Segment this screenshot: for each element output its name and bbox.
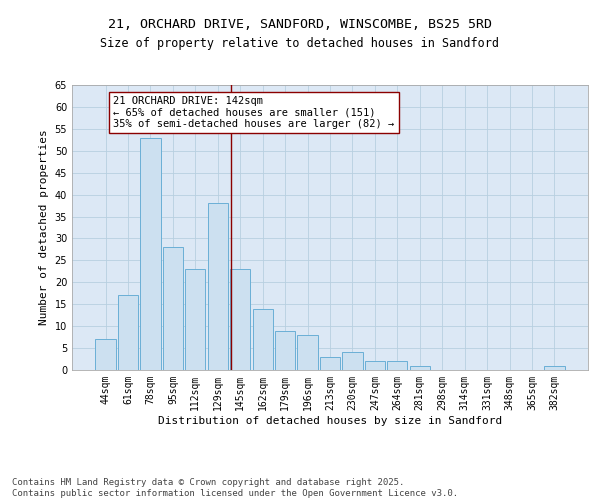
Text: 21, ORCHARD DRIVE, SANDFORD, WINSCOMBE, BS25 5RD: 21, ORCHARD DRIVE, SANDFORD, WINSCOMBE, … [108,18,492,30]
Bar [140,138,161,370]
Bar [230,269,250,370]
Bar [95,340,116,370]
Bar [544,366,565,370]
Bar [185,269,205,370]
Bar [320,357,340,370]
Bar [410,366,430,370]
X-axis label: Distribution of detached houses by size in Sandford: Distribution of detached houses by size … [158,416,502,426]
Bar [298,335,317,370]
Bar [275,330,295,370]
Bar [365,361,385,370]
Text: Size of property relative to detached houses in Sandford: Size of property relative to detached ho… [101,38,499,51]
Bar [343,352,362,370]
Bar [387,361,407,370]
Text: Contains HM Land Registry data © Crown copyright and database right 2025.
Contai: Contains HM Land Registry data © Crown c… [12,478,458,498]
Bar [118,296,138,370]
Bar [163,247,183,370]
Y-axis label: Number of detached properties: Number of detached properties [39,130,49,326]
Bar [208,204,228,370]
Text: 21 ORCHARD DRIVE: 142sqm
← 65% of detached houses are smaller (151)
35% of semi-: 21 ORCHARD DRIVE: 142sqm ← 65% of detach… [113,96,395,129]
Bar [253,308,273,370]
